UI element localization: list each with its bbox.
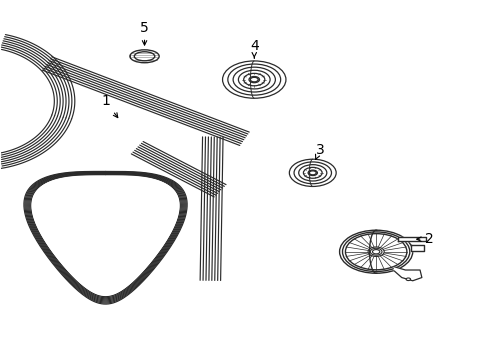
Polygon shape [410, 245, 423, 251]
Text: 1: 1 [101, 94, 118, 118]
Ellipse shape [367, 247, 384, 256]
Text: 4: 4 [249, 39, 258, 58]
Text: 2: 2 [416, 232, 433, 246]
Text: 5: 5 [140, 21, 149, 45]
Polygon shape [397, 237, 425, 241]
Ellipse shape [369, 248, 381, 255]
Ellipse shape [248, 76, 259, 83]
Polygon shape [32, 176, 178, 295]
Polygon shape [394, 267, 421, 281]
Ellipse shape [339, 230, 412, 273]
Ellipse shape [307, 170, 317, 176]
Ellipse shape [250, 77, 258, 82]
Ellipse shape [372, 249, 379, 254]
Ellipse shape [308, 171, 316, 175]
Ellipse shape [406, 278, 410, 280]
Text: 3: 3 [315, 143, 324, 159]
